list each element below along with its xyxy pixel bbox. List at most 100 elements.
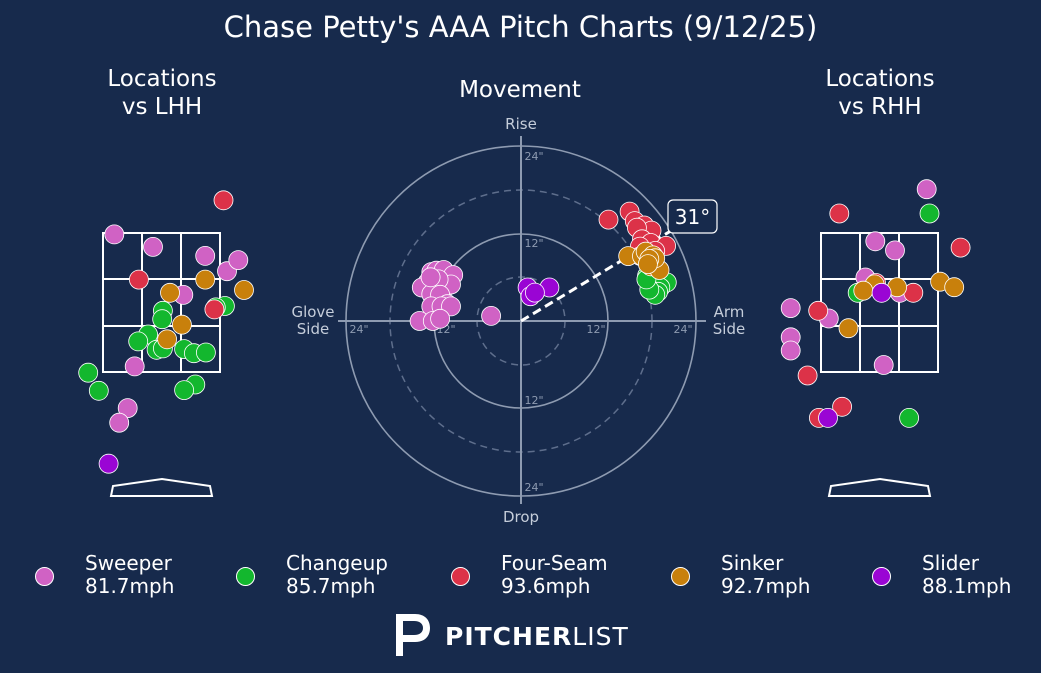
- rhh-point-sweeper: [916, 179, 937, 200]
- legend-label: Four-Seam 93.6mph: [501, 552, 608, 598]
- lhh-points: [78, 190, 254, 474]
- lhh-location-plot: [78, 190, 254, 497]
- lhh-point-changeup: [128, 331, 149, 352]
- legend-swatch: [451, 567, 470, 586]
- legend-label: Changeup 85.7mph: [286, 552, 388, 598]
- movement-point-four-seam: [598, 209, 619, 230]
- rhh-point-four-seam: [832, 396, 852, 417]
- rhh-point-four-seam: [950, 237, 971, 258]
- brand-wordmark: PITCHERLIST: [445, 622, 629, 651]
- rhh-point-sinker: [838, 318, 859, 339]
- lhh-point-sweeper: [195, 245, 216, 266]
- pitcherlist-brand: PITCHERLIST: [393, 612, 633, 658]
- legend-swatch: [236, 567, 255, 586]
- legend-pitch-speed: 88.1mph: [922, 574, 1012, 598]
- rhh-point-four-seam: [829, 203, 850, 224]
- ring-tick-bottom-12: 12": [524, 394, 543, 407]
- lhh-point-sinker: [157, 329, 178, 350]
- movement-point-slider: [525, 282, 545, 303]
- legend-pitch-name: Changeup: [286, 551, 388, 575]
- rhh-point-slider: [818, 407, 838, 428]
- axis-label-glove-line1: Glove: [291, 303, 334, 321]
- movement-point-sweeper: [420, 267, 441, 288]
- movement-point-sweeper: [481, 305, 502, 326]
- movement-point-sweeper: [430, 308, 451, 329]
- legend-pitch-speed: 93.6mph: [501, 574, 591, 598]
- lhh-point-sweeper: [104, 224, 125, 245]
- lhh-point-four-seam: [128, 269, 149, 290]
- arm-angle-label: 31°: [675, 205, 710, 229]
- rhh-point-four-seam: [797, 365, 818, 386]
- legend-pitch-name: Slider: [922, 551, 980, 575]
- movement-panel-title: Movement: [459, 77, 581, 103]
- lhh-point-sweeper: [109, 412, 130, 433]
- legend-swatch: [872, 567, 891, 586]
- legend-label: Sweeper 81.7mph: [85, 552, 174, 598]
- rhh-point-changeup: [899, 407, 919, 428]
- lhh-point-four-seam: [204, 299, 225, 320]
- ring-tick-top-24: 24": [524, 150, 543, 163]
- lhh-panel-title: Locations vs LHH: [62, 65, 262, 121]
- lhh-point-sinker: [234, 280, 254, 300]
- legend-pitch-name: Sinker: [721, 551, 784, 575]
- lhh-title-line2: vs LHH: [121, 94, 203, 120]
- legend-label: Sinker 92.7mph: [721, 552, 810, 598]
- movement-plot: Rise Drop Glove Side Arm Side 24" 12" 12…: [291, 115, 745, 526]
- rhh-point-changeup: [919, 203, 940, 224]
- legend-pitch-name: Four-Seam: [501, 551, 608, 575]
- arm-angle-box: [667, 199, 718, 234]
- rhh-point-sweeper: [780, 340, 801, 361]
- lhh-point-sweeper: [124, 356, 145, 377]
- rhh-point-sweeper: [885, 240, 905, 261]
- ring-tick-bottom-24: 24": [524, 481, 543, 494]
- ring-tick-left-24: 24": [349, 323, 368, 336]
- lhh-point-sweeper: [143, 236, 163, 257]
- rhh-point-four-seam: [808, 300, 829, 321]
- lhh-point-changeup: [152, 309, 173, 330]
- axis-label-arm-line2: Side: [713, 320, 745, 338]
- lhh-home-plate: [109, 477, 214, 497]
- axis-label-drop: Drop: [503, 508, 539, 526]
- axis-label-glove-line2: Side: [297, 320, 329, 338]
- legend-pitch-speed: 81.7mph: [85, 574, 175, 598]
- lhh-point-changeup: [78, 362, 99, 383]
- lhh-point-slider: [98, 453, 119, 474]
- rhh-point-slider: [871, 282, 892, 303]
- lhh-point-sinker: [195, 269, 216, 290]
- axis-label-arm-line1: Arm: [714, 303, 745, 321]
- lhh-point-changeup: [195, 342, 216, 363]
- brand-text-bold: PITCHER: [445, 622, 573, 651]
- lhh-point-sweeper: [117, 398, 138, 419]
- pitcherlist-logo-icon: [396, 614, 430, 656]
- rhh-point-sinker: [853, 280, 874, 301]
- rhh-title-line1: Locations: [825, 66, 935, 92]
- rhh-point-sweeper: [865, 231, 886, 252]
- rhh-panel-title: Locations vs RHH: [780, 65, 980, 121]
- legend-pitch-name: Sweeper: [85, 551, 172, 575]
- lhh-title-line1: Locations: [107, 66, 217, 92]
- lhh-point-changeup: [174, 380, 195, 401]
- brand-text-light: LIST: [572, 622, 629, 651]
- rhh-title-line2: vs RHH: [838, 94, 922, 120]
- rhh-location-plot: [780, 179, 971, 497]
- rhh-point-sweeper: [780, 298, 801, 319]
- ring-tick-top-12: 12": [524, 237, 543, 250]
- axis-label-rise: Rise: [505, 115, 537, 133]
- lhh-point-four-seam: [213, 190, 234, 211]
- legend-swatch: [35, 567, 54, 586]
- movement-point-sinker: [638, 254, 658, 275]
- legend: Sweeper 81.7mph Changeup 85.7mph Four-Se…: [0, 548, 1041, 608]
- legend-pitch-speed: 92.7mph: [721, 574, 811, 598]
- legend-swatch: [671, 567, 690, 586]
- lhh-point-sinker: [160, 282, 180, 303]
- ring-tick-right-24: 24": [673, 323, 692, 336]
- chart-title: Chase Petty's AAA Pitch Charts (9/12/25): [223, 10, 818, 44]
- rhh-points: [780, 179, 971, 428]
- rhh-point-sweeper: [873, 355, 894, 375]
- lhh-point-changeup: [88, 380, 109, 401]
- rhh-strike-zone: [820, 232, 939, 373]
- legend-label: Slider 88.1mph: [922, 552, 1011, 598]
- movement-points: [409, 201, 677, 331]
- rhh-point-sinker: [944, 277, 965, 298]
